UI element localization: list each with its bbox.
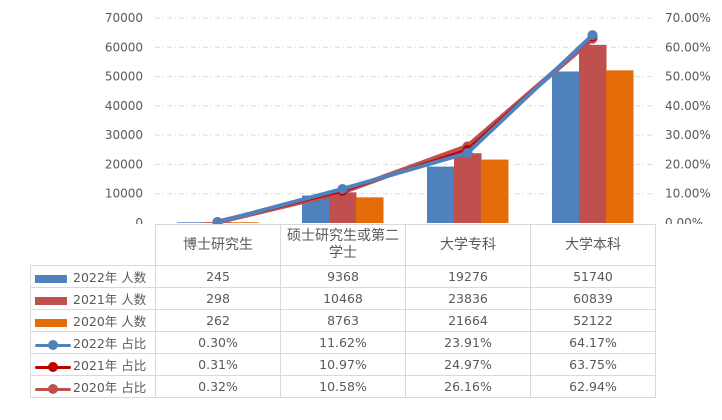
value-cell: 10468 xyxy=(280,287,406,310)
marker-2022年 占比 xyxy=(462,147,473,158)
right-axis-tick: 10.00% xyxy=(665,187,711,201)
table-header-row: 博士研究生 硕士研究生或第二学士 大学专科 大学本科 xyxy=(31,224,656,266)
right-axis-tick: 20.00% xyxy=(665,157,711,171)
value-cell: 26.16% xyxy=(405,375,531,398)
value-cell: 245 xyxy=(155,265,281,288)
right-axis-tick: 40.00% xyxy=(665,99,711,113)
right-axis-tick: 30.00% xyxy=(665,128,711,142)
legend-cell: 2020年 占比 xyxy=(30,375,156,398)
table-row: 2021年 占比 0.31% 10.97% 24.97% 63.75% xyxy=(30,353,656,376)
value-cell: 64.17% xyxy=(530,331,656,354)
right-axis-tick: 60.00% xyxy=(665,40,711,54)
legend-bar-swatch-icon xyxy=(35,318,67,328)
table-row: 2020年 占比 0.32% 10.58% 26.16% 62.94% xyxy=(30,375,656,398)
bar-2022年 人数 xyxy=(427,166,455,223)
category-header: 博士研究生 xyxy=(155,224,281,266)
legend-line-marker-icon xyxy=(35,339,71,350)
value-cell: 21664 xyxy=(405,309,531,332)
right-axis-tick: 0.00% xyxy=(665,216,703,224)
table-row: 2022年 占比 0.30% 11.62% 23.91% 64.17% xyxy=(30,331,656,354)
left-axis-tick: 40000 xyxy=(105,99,143,113)
legend-label: 2021年 人数 xyxy=(73,292,147,307)
bar-2020年 人数 xyxy=(481,159,509,223)
legend-cell: 2021年 人数 xyxy=(30,287,156,310)
left-axis-tick: 10000 xyxy=(105,187,143,201)
value-cell: 298 xyxy=(155,287,281,310)
right-axis-tick: 50.00% xyxy=(665,70,711,84)
value-cell: 262 xyxy=(155,309,281,332)
legend-label: 2022年 人数 xyxy=(73,270,147,285)
table-row: 2021年 人数 298 10468 23836 60839 xyxy=(30,287,656,310)
value-cell: 23836 xyxy=(405,287,531,310)
bar-2021年 人数 xyxy=(454,153,482,223)
value-cell: 60839 xyxy=(530,287,656,310)
left-axis-tick: 50000 xyxy=(105,70,143,84)
right-axis-tick: 70.00% xyxy=(665,11,711,25)
line-2022年 占比 xyxy=(216,33,594,224)
bar-2022年 人数 xyxy=(552,71,580,224)
table-row: 2022年 人数 245 9368 19276 51740 xyxy=(30,265,656,288)
value-cell: 0.32% xyxy=(155,375,281,398)
category-header: 大学专科 xyxy=(405,224,531,266)
table-corner xyxy=(31,225,156,266)
bar-2020年 人数 xyxy=(606,70,634,224)
legend-line-marker-icon xyxy=(35,383,71,394)
bar-2022年 人数 xyxy=(177,222,205,223)
value-cell: 11.62% xyxy=(280,331,406,354)
legend-bar-swatch-icon xyxy=(35,296,67,306)
left-axis-tick: 70000 xyxy=(105,11,143,25)
value-cell: 63.75% xyxy=(530,353,656,376)
category-header: 硕士研究生或第二学士 xyxy=(280,224,406,266)
legend-label: 2022年 占比 xyxy=(73,336,147,351)
legend-cell: 2022年 占比 xyxy=(30,331,156,354)
legend-cell: 2022年 人数 xyxy=(30,265,156,288)
legend-bar-swatch-icon xyxy=(35,274,67,284)
left-axis-tick: 60000 xyxy=(105,40,143,54)
bar-2021年 人数 xyxy=(579,44,607,223)
data-table: 博士研究生 硕士研究生或第二学士 大学专科 大学本科 2022年 人数 245 93… xyxy=(30,224,656,398)
line-2020年 占比 xyxy=(216,36,595,224)
value-cell: 9368 xyxy=(280,265,406,288)
legend-cell: 2021年 占比 xyxy=(30,353,156,376)
legend-line-marker-icon xyxy=(35,361,71,372)
value-cell: 62.94% xyxy=(530,375,656,398)
value-cell: 52122 xyxy=(530,309,656,332)
bar-2021年 人数 xyxy=(329,192,357,223)
marker-2022年 占比 xyxy=(337,183,348,194)
value-cell: 10.97% xyxy=(280,353,406,376)
value-cell: 0.30% xyxy=(155,331,281,354)
left-axis-tick: 30000 xyxy=(105,128,143,142)
bar-2020年 人数 xyxy=(231,222,259,223)
legend-label: 2021年 占比 xyxy=(73,358,147,373)
line-2021年 占比 xyxy=(217,35,594,224)
bar-2020年 人数 xyxy=(356,197,384,223)
value-cell: 10.58% xyxy=(280,375,406,398)
legend-label: 2020年 占比 xyxy=(73,380,147,395)
left-axis-tick: 20000 xyxy=(105,157,143,171)
table-row: 2020年 人数 262 8763 21664 52122 xyxy=(30,309,656,332)
value-cell: 0.31% xyxy=(155,353,281,376)
value-cell: 8763 xyxy=(280,309,406,332)
value-cell: 51740 xyxy=(530,265,656,288)
value-cell: 23.91% xyxy=(405,331,531,354)
marker-2022年 占比 xyxy=(212,217,223,224)
value-cell: 19276 xyxy=(405,265,531,288)
legend-cell: 2020年 人数 xyxy=(30,309,156,332)
marker-2022年 占比 xyxy=(587,30,598,41)
chart-plot: 0 0.00% 10000 10.00% 20000 20.00% 30000 30.00% 4… xyxy=(105,11,711,224)
legend-label: 2020年 人数 xyxy=(73,314,147,329)
left-axis-tick: 0 xyxy=(135,216,143,224)
value-cell: 24.97% xyxy=(405,353,531,376)
category-header: 大学本科 xyxy=(530,224,656,266)
